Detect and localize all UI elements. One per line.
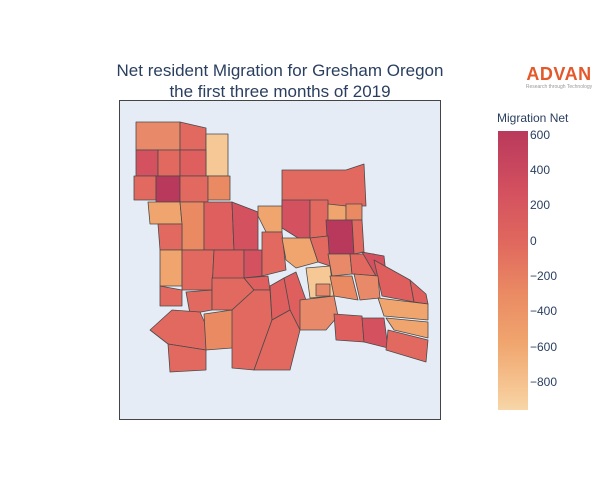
colorbar-title: Migration Net <box>497 111 569 125</box>
region <box>157 149 181 177</box>
region <box>133 175 157 201</box>
colorbar-tick-0: 0 <box>530 234 537 248</box>
region <box>281 237 319 269</box>
colorbar-gradient <box>498 131 528 410</box>
region <box>181 249 215 291</box>
region <box>243 249 263 279</box>
region <box>157 223 183 251</box>
region <box>329 275 359 301</box>
colorbar-tick-neg200: −200 <box>530 269 558 283</box>
logo-tagline: Research through Technology <box>525 84 593 90</box>
colorbar-tick-neg400: −400 <box>530 304 558 318</box>
chart-title-line1: Net resident Migration for Gresham Orego… <box>116 61 444 80</box>
region <box>261 231 287 277</box>
region <box>203 201 235 251</box>
region <box>257 205 283 233</box>
region <box>385 329 429 363</box>
region <box>299 295 339 331</box>
region <box>361 317 389 349</box>
region <box>167 343 207 373</box>
region <box>135 149 159 177</box>
region <box>315 283 331 297</box>
colorbar-tick-neg800: −800 <box>530 375 558 389</box>
region <box>179 175 209 203</box>
region <box>179 201 205 251</box>
region <box>147 201 183 225</box>
chart-title-line2: the first three months of 2019 <box>169 82 391 101</box>
advan-logo: ADVAN Research through Technology <box>524 65 594 90</box>
colorbar-tick-600: 600 <box>530 128 551 142</box>
region <box>333 313 365 343</box>
logo-name: ADVAN <box>526 64 592 84</box>
region <box>159 285 183 307</box>
region <box>205 133 229 177</box>
region <box>135 121 181 151</box>
region <box>309 199 329 239</box>
region <box>377 297 429 321</box>
colorbar-tick-200: 200 <box>530 198 551 212</box>
colorbar-tick-neg600: −600 <box>530 340 558 354</box>
region <box>385 317 429 339</box>
region <box>281 199 311 239</box>
region <box>179 149 207 177</box>
region <box>325 219 355 255</box>
region <box>155 175 181 203</box>
region <box>327 253 353 277</box>
region <box>159 249 183 287</box>
region <box>185 289 213 315</box>
region <box>179 121 207 151</box>
region <box>327 203 347 223</box>
region <box>149 309 209 351</box>
region <box>253 309 301 371</box>
colorbar-tick-400: 400 <box>530 163 551 177</box>
region <box>351 219 365 255</box>
chart-title: Net resident Migration for Gresham Orego… <box>40 60 520 102</box>
region <box>207 175 231 201</box>
region <box>345 203 363 221</box>
region <box>353 273 381 301</box>
region <box>231 201 259 251</box>
